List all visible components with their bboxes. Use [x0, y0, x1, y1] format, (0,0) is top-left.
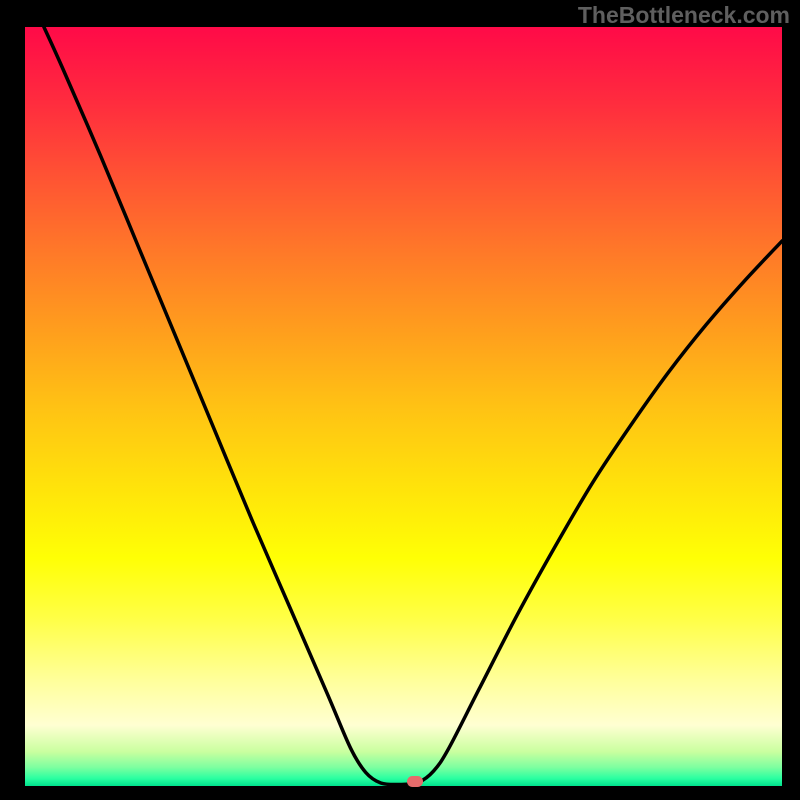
chart-canvas: TheBottleneck.com	[0, 0, 800, 800]
bottleneck-curve	[25, 27, 782, 786]
plot-area	[25, 27, 782, 786]
optimal-point-marker	[407, 776, 423, 787]
watermark-text: TheBottleneck.com	[578, 2, 790, 29]
